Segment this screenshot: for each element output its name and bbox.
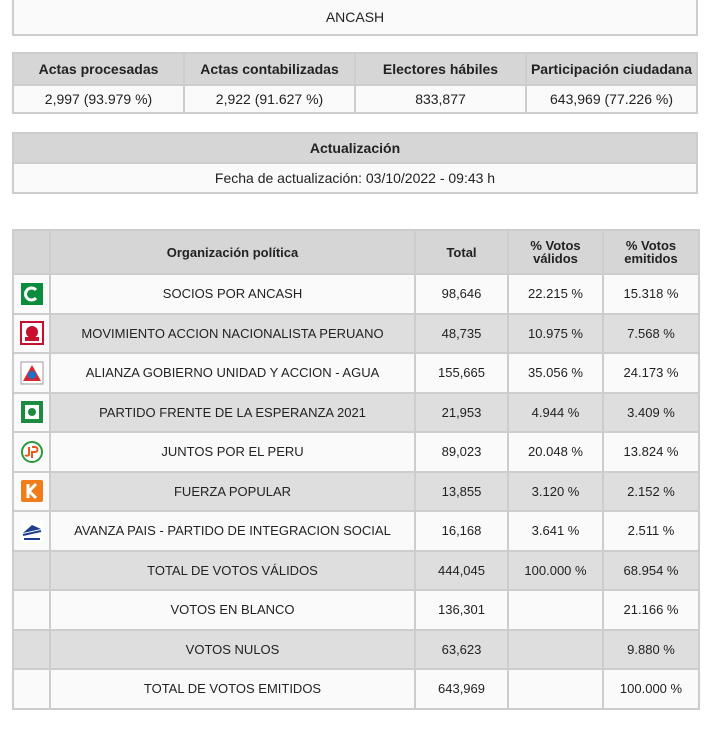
valid-percent: 3.120 % (507, 470, 604, 512)
update-box: Actualización Fecha de actualización: 03… (12, 132, 698, 194)
result-row: PARTIDO FRENTE DE LA ESPERANZA 2021 21,95… (12, 391, 700, 433)
column-header: % Votos válidos (507, 229, 604, 275)
logo-cell (12, 273, 51, 315)
valid-percent: 35.056 % (507, 352, 604, 394)
party-logo (19, 321, 44, 346)
header-blank (12, 229, 51, 275)
column-header: % Votos emitidos (602, 229, 700, 275)
emitted-percent: 7.568 % (602, 312, 700, 354)
emitted-percent: 13.824 % (602, 431, 700, 473)
column-header: Organización política (49, 229, 416, 275)
emitted-percent: 21.166 % (602, 589, 700, 631)
party-name: PARTIDO FRENTE DE LA ESPERANZA 2021 (49, 391, 416, 433)
result-row: JUNTOS POR EL PERU 89,023 20.048 % 13.824 % (12, 431, 700, 473)
valid-percent: 20.048 % (507, 431, 604, 473)
valid-percent (507, 668, 604, 710)
summary-value: 2,997 (93.979 %) (12, 84, 185, 114)
results-table: Organización política Total% Votos válido… (12, 229, 700, 710)
party-name: TOTAL DE VOTOS EMITIDOS (49, 668, 416, 710)
valid-percent (507, 589, 604, 631)
party-name: FUERZA POPULAR (49, 470, 416, 512)
region-name: ANCASH (12, 0, 698, 36)
valid-percent: 4.944 % (507, 391, 604, 433)
update-title: Actualización (12, 132, 698, 164)
emitted-percent: 9.880 % (602, 628, 700, 670)
total-votes: 155,665 (414, 352, 509, 394)
result-row: AVANZA PAIS - PARTIDO DE INTEGRACION SOC… (12, 510, 700, 552)
logo-cell (12, 431, 51, 473)
result-row: TOTAL DE VOTOS EMITIDOS 643,969 100.000 % (12, 668, 700, 710)
result-row: VOTOS EN BLANCO 136,301 21.166 % (12, 589, 700, 631)
party-name: TOTAL DE VOTOS VÁLIDOS (49, 549, 416, 591)
logo-cell (12, 352, 51, 394)
party-name: ALIANZA GOBIERNO UNIDAD Y ACCION - AGUA (49, 352, 416, 394)
emitted-percent: 24.173 % (602, 352, 700, 394)
total-votes: 63,623 (414, 628, 509, 670)
emitted-percent: 15.318 % (602, 273, 700, 315)
total-votes: 21,953 (414, 391, 509, 433)
party-name: VOTOS EN BLANCO (49, 589, 416, 631)
summary-header: Actas procesadas (12, 52, 185, 86)
valid-percent: 100.000 % (507, 549, 604, 591)
logo-cell (12, 668, 51, 710)
logo-cell (12, 628, 51, 670)
total-votes: 136,301 (414, 589, 509, 631)
update-text: Fecha de actualización: 03/10/2022 - 09:… (12, 162, 698, 194)
party-name: AVANZA PAIS - PARTIDO DE INTEGRACION SOC… (49, 510, 416, 552)
emitted-percent: 2.152 % (602, 470, 700, 512)
total-votes: 13,855 (414, 470, 509, 512)
emitted-percent: 68.954 % (602, 549, 700, 591)
result-row: MOVIMIENTO ACCION NACIONALISTA PERUANO 48… (12, 312, 700, 354)
party-logo (20, 401, 43, 424)
logo-cell (12, 549, 51, 591)
emitted-percent: 3.409 % (602, 391, 700, 433)
result-row: SOCIOS POR ANCASH 98,646 22.215 % 15.318 % (12, 273, 700, 315)
valid-percent: 10.975 % (507, 312, 604, 354)
logo-cell (12, 470, 51, 512)
summary-header: Electores hábiles (354, 52, 527, 86)
party-logo (20, 519, 43, 542)
logo-cell (12, 510, 51, 552)
party-logo (20, 440, 43, 463)
party-logo (20, 282, 43, 305)
logo-cell (12, 589, 51, 631)
logo-cell (12, 312, 51, 354)
valid-percent: 3.641 % (507, 510, 604, 552)
party-logo (20, 480, 43, 503)
summary-value: 833,877 (354, 84, 527, 114)
emitted-percent: 2.511 % (602, 510, 700, 552)
summary-table: Actas procesadas Actas contabilizadas Elec… (12, 52, 698, 114)
result-row: FUERZA POPULAR 13,855 3.120 % 2.152 % (12, 470, 700, 512)
result-row: VOTOS NULOS 63,623 9.880 % (12, 628, 700, 670)
total-votes: 48,735 (414, 312, 509, 354)
result-row: ALIANZA GOBIERNO UNIDAD Y ACCION - AGUA 1… (12, 352, 700, 394)
summary-header: Participación ciudadana (525, 52, 698, 86)
total-votes: 444,045 (414, 549, 509, 591)
logo-cell (12, 391, 51, 433)
summary-value: 643,969 (77.226 %) (525, 84, 698, 114)
valid-percent: 22.215 % (507, 273, 604, 315)
total-votes: 89,023 (414, 431, 509, 473)
emitted-percent: 100.000 % (602, 668, 700, 710)
total-votes: 643,969 (414, 668, 509, 710)
party-name: MOVIMIENTO ACCION NACIONALISTA PERUANO (49, 312, 416, 354)
region-box: ANCASH (12, 0, 698, 36)
total-votes: 98,646 (414, 273, 509, 315)
valid-percent (507, 628, 604, 670)
total-votes: 16,168 (414, 510, 509, 552)
party-name: JUNTOS POR EL PERU (49, 431, 416, 473)
party-name: SOCIOS POR ANCASH (49, 273, 416, 315)
party-logo (20, 361, 43, 385)
party-name: VOTOS NULOS (49, 628, 416, 670)
summary-value: 2,922 (91.627 %) (183, 84, 356, 114)
summary-header: Actas contabilizadas (183, 52, 356, 86)
result-row: TOTAL DE VOTOS VÁLIDOS 444,045 100.000 % 68… (12, 549, 700, 591)
column-header: Total (414, 229, 509, 275)
